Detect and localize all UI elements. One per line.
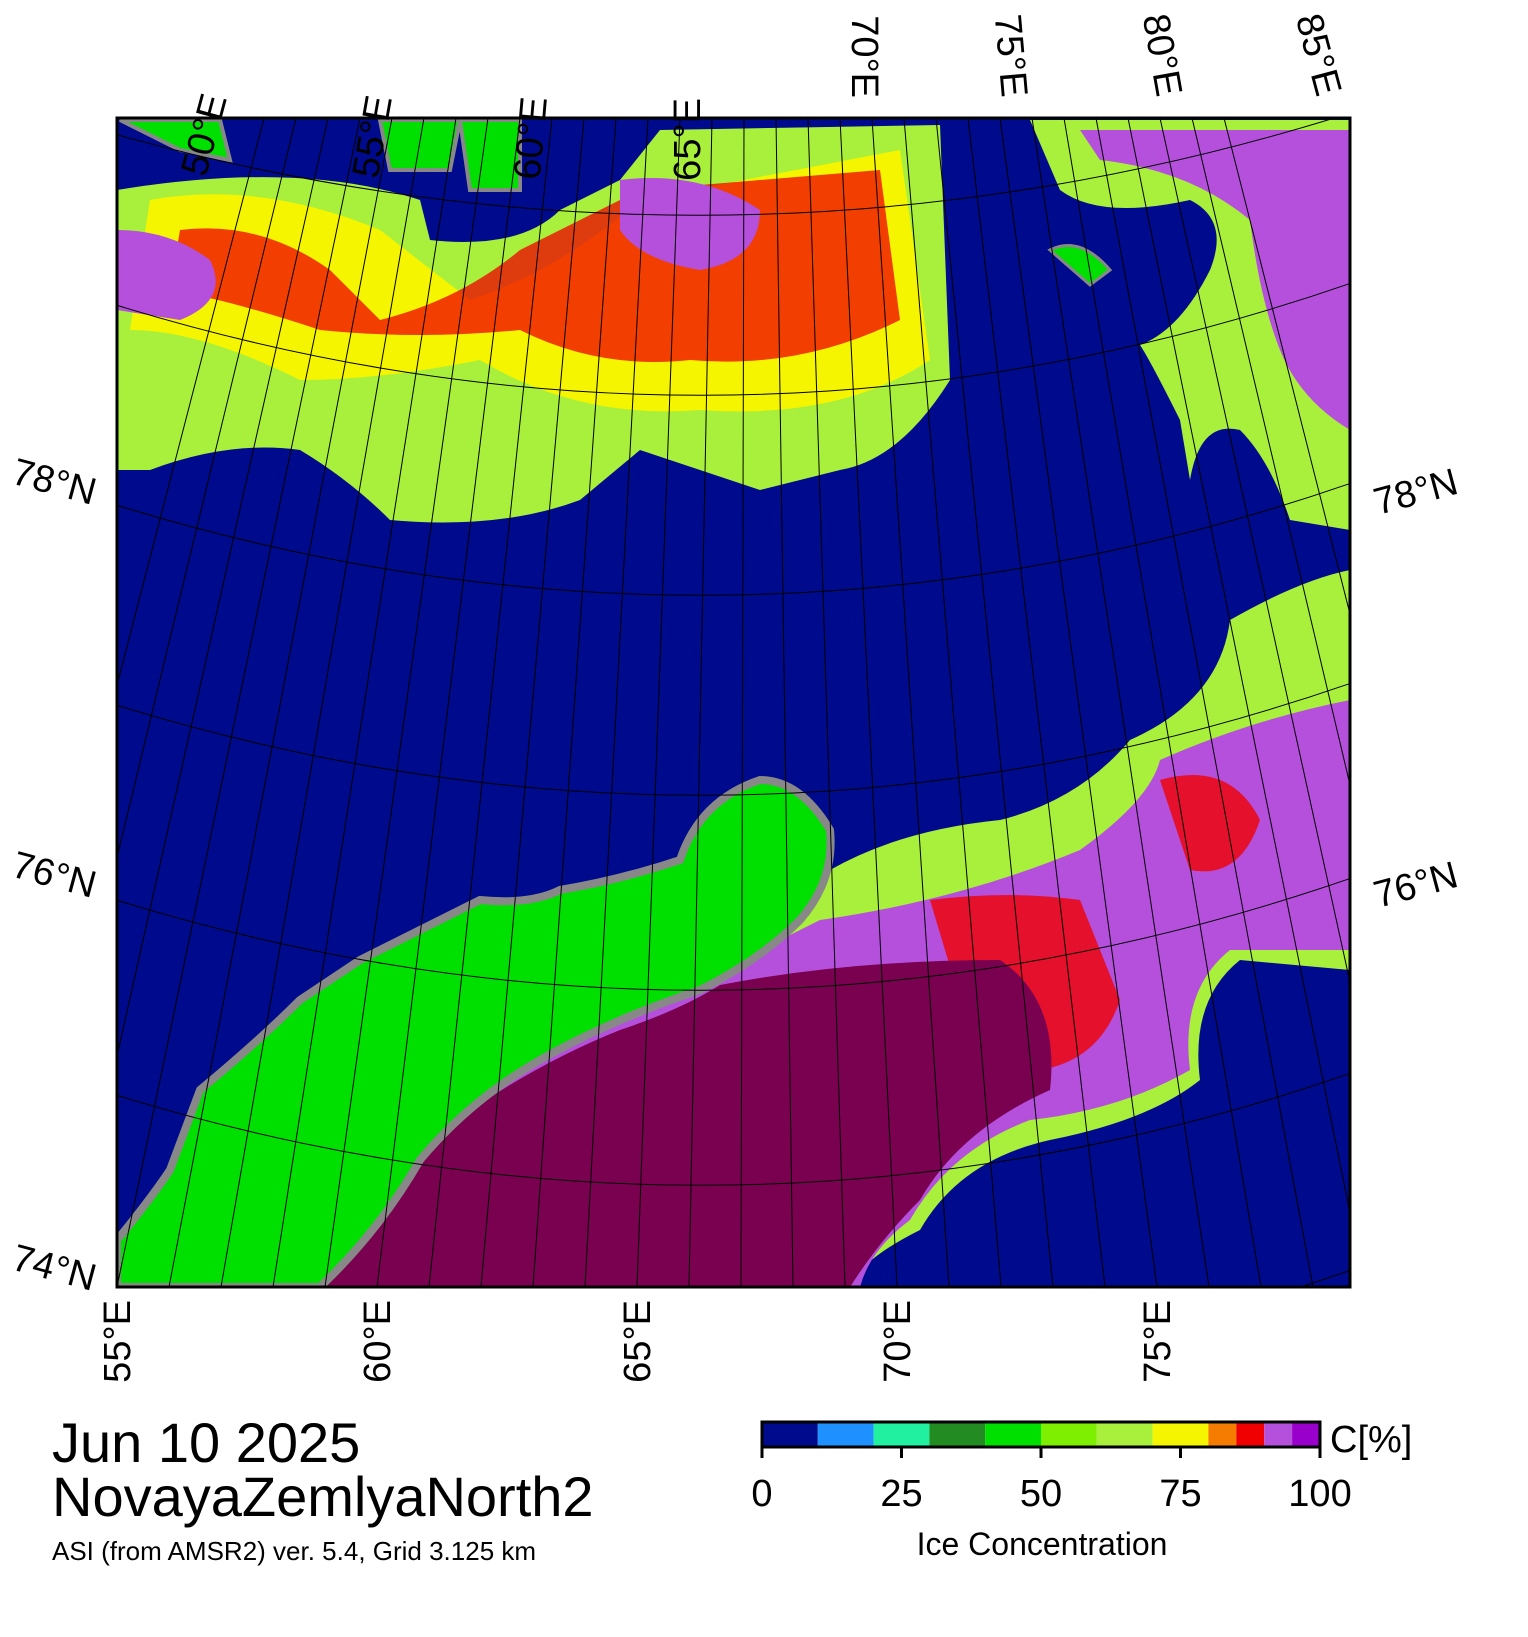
meridian	[967, 118, 1106, 1287]
ice-northeast-purple	[1080, 130, 1350, 430]
top-lon-label: 65°E	[667, 98, 709, 181]
colorbar-tick-label: 100	[1288, 1473, 1351, 1515]
meridian	[376, 118, 521, 1287]
labels: 50°E 55°E 60°E 65°E70°E 75°E 80°E 85°E55°E 60°E…	[8, 9, 1463, 1382]
left-lat-label: 74°N	[8, 1237, 101, 1300]
date: Jun 10 2025	[52, 1411, 360, 1474]
colorbar-label: Ice Concentration	[917, 1526, 1168, 1562]
bottom-lon-label: 60°E	[357, 1300, 399, 1383]
top-lon-label: 60°E	[507, 95, 556, 181]
right-lat-label: 76°N	[1369, 854, 1462, 917]
meridian	[117, 118, 329, 1059]
colorbar-segment	[1292, 1422, 1320, 1447]
land-north	[119, 118, 522, 192]
parallel	[117, 682, 1350, 796]
colorbar-segment	[873, 1422, 930, 1447]
bottom-lon-label: 65°E	[617, 1300, 659, 1383]
parallel	[117, 1072, 1350, 1186]
meridian	[1095, 118, 1314, 1287]
meridian	[480, 118, 585, 1287]
meridian	[807, 118, 846, 1287]
top-lon-label: 85°E	[1287, 9, 1349, 100]
colorbar-segment	[817, 1422, 874, 1447]
top-lon-label: 80°E	[1134, 11, 1190, 100]
meridian	[272, 118, 457, 1287]
map-frame	[115, 116, 1352, 1289]
top-lon-label: 70°E	[843, 15, 885, 98]
meridian	[117, 118, 265, 688]
colorbar-segment	[929, 1422, 986, 1447]
meridian	[688, 118, 713, 1287]
meridian	[903, 118, 1002, 1287]
parallel	[117, 482, 1350, 596]
colorbar-tick-label: 0	[751, 1473, 772, 1515]
colorbar-tick-label: 75	[1159, 1473, 1201, 1515]
novaya-zemlya	[117, 775, 835, 1287]
colorbar-tick-label: 25	[880, 1473, 922, 1515]
top-lon-label: 75°E	[986, 13, 1035, 99]
colorbar-segment	[762, 1422, 818, 1447]
parallel	[117, 118, 1336, 216]
meridian	[636, 118, 681, 1287]
meridian	[584, 118, 649, 1287]
caption: ASI (from AMSR2) ver. 5.4, Grid 3.125 km	[52, 1536, 536, 1566]
meridian	[117, 118, 297, 860]
meridian	[1159, 118, 1350, 985]
meridian	[324, 118, 489, 1287]
meridian	[775, 118, 794, 1287]
meridian	[1223, 118, 1350, 616]
meridian	[871, 118, 950, 1287]
meridian	[117, 118, 361, 1287]
meridian	[168, 118, 393, 1287]
meridian	[1127, 118, 1350, 1216]
colorbar-segment	[1041, 1422, 1097, 1447]
bottom-lon-label: 75°E	[1137, 1300, 1179, 1383]
colorbar-tick-label: 50	[1020, 1473, 1062, 1515]
meridian	[532, 118, 617, 1287]
meridian	[740, 118, 745, 1287]
colorbar-unit: C[%]	[1330, 1419, 1412, 1461]
colorbar-segment	[1264, 1422, 1293, 1447]
colorbar-segment	[1096, 1422, 1153, 1447]
bottom-lon-label: 70°E	[877, 1300, 919, 1383]
parallel	[117, 877, 1350, 991]
colorbar-segment	[1236, 1422, 1265, 1447]
colorbar-segment	[1208, 1422, 1237, 1447]
meridian	[428, 118, 553, 1287]
colorbar-segment	[1152, 1422, 1209, 1447]
graticule	[117, 118, 1350, 1287]
region-name: NovayaZemlyaNorth2	[52, 1465, 594, 1528]
colorbar-segment	[985, 1422, 1041, 1447]
meridian	[839, 118, 898, 1287]
meridian	[999, 118, 1158, 1287]
ice-north-purple	[117, 178, 760, 320]
meridian	[1031, 118, 1210, 1287]
meridian	[935, 118, 1054, 1287]
left-lat-label: 78°N	[8, 451, 101, 514]
bottom-lon-label: 55°E	[97, 1300, 139, 1383]
map-area	[117, 118, 1350, 1287]
right-lat-label: 78°N	[1369, 461, 1462, 524]
left-lat-label: 76°N	[8, 844, 101, 907]
meridian	[220, 118, 425, 1287]
colorbar: 0 25 50 75 100	[751, 1420, 1352, 1515]
meridian	[1191, 118, 1350, 787]
parallel	[117, 282, 1350, 396]
fast-ice	[320, 960, 1052, 1287]
meridian	[1063, 118, 1262, 1287]
